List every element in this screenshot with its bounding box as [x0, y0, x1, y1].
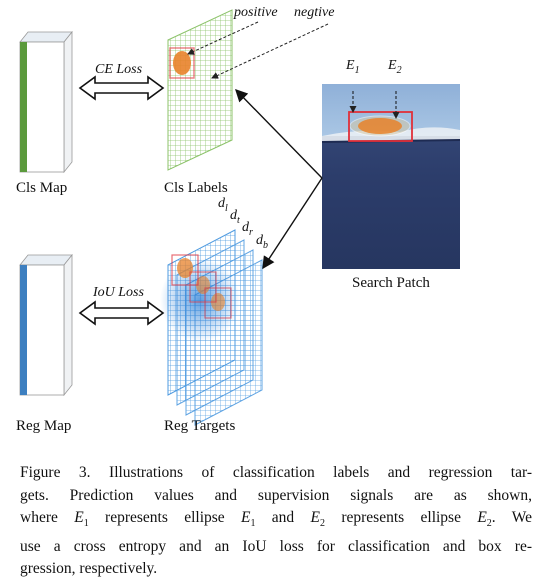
cls-labels-grid [167, 9, 233, 171]
ce-loss-double-arrow [78, 75, 165, 101]
figure-caption: Figure 3. Illustrations of classificatio… [20, 462, 532, 581]
caption-line-1: Figure 3. Illustrations of classificatio… [20, 464, 532, 481]
negative-label: negtive [294, 5, 335, 20]
reg-targets-grids [160, 229, 263, 426]
positive-pointer [187, 21, 259, 55]
ellipse-e2 [358, 118, 402, 134]
cls-map-slab [19, 30, 73, 174]
dt-label: dt [230, 208, 240, 226]
iou-loss-label: IoU Loss [93, 285, 144, 300]
reg-targets-label: Reg Targets [164, 418, 236, 434]
cls-labels-label: Cls Labels [164, 180, 228, 196]
iou-loss-double-arrow [78, 300, 165, 326]
cls-positive-box [169, 47, 195, 79]
e1-label: E1 [346, 58, 360, 76]
positive-label: positive [234, 5, 278, 20]
negative-pointer [211, 23, 329, 79]
dr-label: dr [242, 220, 253, 238]
cls-map-label: Cls Map [16, 180, 68, 196]
dl-label: dl [218, 196, 228, 214]
reg-map-label: Reg Map [16, 418, 72, 434]
cls-positive-region [173, 51, 191, 75]
e2-label: E2 [388, 58, 402, 76]
caption-line-3: where E1 represents ellipse E1 and E2 re… [20, 509, 532, 530]
search-patch-label: Search Patch [352, 275, 430, 291]
caption-line-5: gression, respectively. [20, 560, 158, 578]
search-patch-image [321, 84, 461, 269]
ce-loss-label: CE Loss [95, 62, 143, 77]
reg-map-slab [19, 253, 73, 397]
illustration-figure [19, 9, 461, 426]
caption-line-2: gets. Prediction values and supervision … [20, 486, 532, 504]
arrow-to-reg-targets [262, 177, 323, 270]
arrow-to-cls-labels [235, 88, 323, 179]
caption-line-4: use a cross entropy and an IoU loss for … [20, 537, 532, 555]
target-box [348, 111, 413, 142]
db-label: db [256, 233, 268, 251]
